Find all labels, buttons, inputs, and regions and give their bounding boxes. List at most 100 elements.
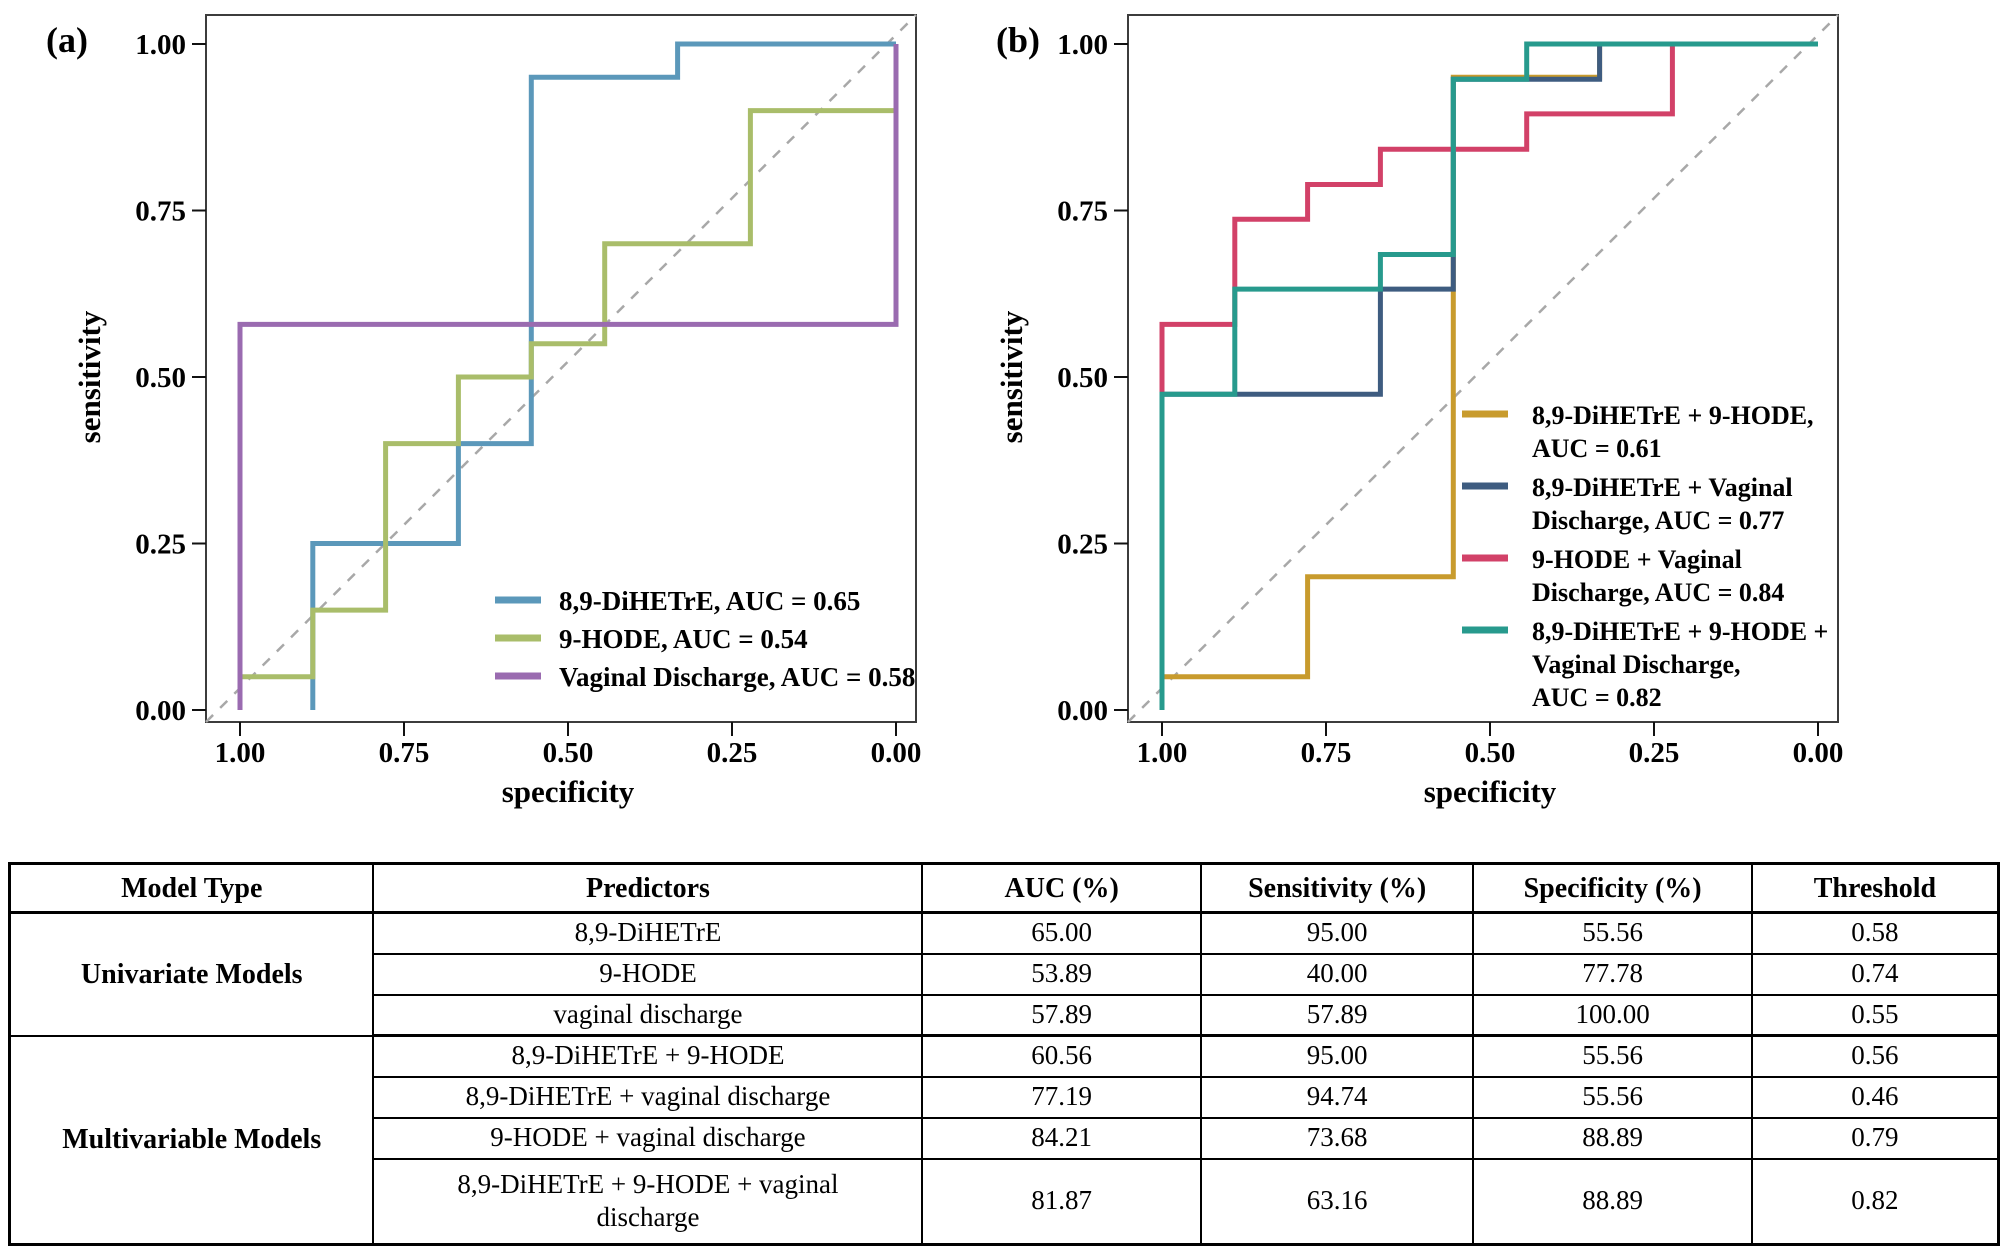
table-row: 8,9-DiHETrE + 9-HODE + vaginal discharge… <box>10 1157 2000 1246</box>
specificity-cell: 55.56 <box>1472 1034 1753 1078</box>
predictor-cell: 8,9-DiHETrE + 9-HODE + vaginal discharge <box>372 1157 924 1246</box>
x-axis-title: specificity <box>502 774 635 809</box>
threshold-cell: 0.79 <box>1750 1116 2000 1160</box>
x-tick-label: 1.00 <box>1137 737 1188 769</box>
legend-label: 8,9-DiHETrE + 9-HODE, <box>1532 401 1814 430</box>
x-axis-title: specificity <box>1424 774 1557 809</box>
sensitivity-cell: 73.68 <box>1199 1116 1475 1160</box>
roc-panel-a: 1.00 0.75 0.50 0.25 0.00 0.00 0.25 0.50 0.75 1.00… <box>46 14 922 809</box>
legend-label: AUC = 0.61 <box>1532 434 1662 463</box>
chance-diagonal <box>205 14 917 723</box>
auc-cell: 65.00 <box>921 911 1202 955</box>
legend-label: Vaginal Discharge, AUC = 0.58 <box>559 662 915 692</box>
roc-curve-9-hode <box>237 44 899 710</box>
table-header-cell: Sensitivity (%) <box>1199 862 1475 914</box>
y-tick-label: 0.25 <box>135 529 186 561</box>
threshold-cell: 0.55 <box>1750 993 2000 1037</box>
model-type-cell: Multivariable Models <box>8 1034 375 1246</box>
y-axis-title: sensitivity <box>72 310 107 443</box>
y-tick-label: 0.00 <box>135 695 186 727</box>
legend-label: Discharge, AUC = 0.84 <box>1532 578 1784 607</box>
specificity-cell: 100.00 <box>1472 993 1753 1037</box>
auc-cell: 77.19 <box>921 1075 1202 1119</box>
predictor-cell: 8,9-DiHETrE <box>372 911 924 955</box>
threshold-cell: 0.56 <box>1750 1034 2000 1078</box>
specificity-cell: 55.56 <box>1472 911 1753 955</box>
y-tick-label: 1.00 <box>1057 29 1108 61</box>
legend-label: Vaginal Discharge, <box>1532 650 1741 679</box>
table-body: Univariate Models 8,9-DiHETrE 65.00 95.00 55… <box>8 911 2000 1246</box>
auc-cell: 53.89 <box>921 952 1202 996</box>
panel-label: (a) <box>46 20 88 60</box>
table-row: Univariate Models 8,9-DiHETrE 65.00 95.00 55… <box>8 911 2000 1037</box>
table-header-cell: Specificity (%) <box>1472 862 1753 914</box>
roc-panels-figure: 1.00 0.75 0.50 0.25 0.00 0.00 0.25 0.50 0.75 1.00… <box>46 14 1844 809</box>
roc-panel-b: 1.00 0.75 0.50 0.25 0.00 0.00 0.25 0.50 0.75 1.00… <box>994 14 1844 809</box>
model-type-cell: Univariate Models <box>8 911 375 1037</box>
roc-curve-vaginal-discharge <box>237 44 899 710</box>
y-tick-label: 0.50 <box>135 362 186 394</box>
y-tick-label: 0.00 <box>1057 695 1108 727</box>
sensitivity-cell: 40.00 <box>1199 952 1475 996</box>
legend-label: 8,9-DiHETrE + Vaginal <box>1532 473 1793 502</box>
x-tick-label: 0.75 <box>1301 737 1352 769</box>
y-tick-label: 1.00 <box>135 29 186 61</box>
x-tick-label: 0.50 <box>543 737 594 769</box>
table-row: Multivariable Models 8,9-DiHETrE + 9-HODE… <box>8 1034 2000 1246</box>
specificity-cell: 88.89 <box>1472 1116 1753 1160</box>
table-row: 9-HODE + vaginal discharge 84.21 73.68 88.8… <box>10 1116 2000 1160</box>
predictor-cell: 9-HODE <box>372 952 924 996</box>
y-tick-label: 0.75 <box>1057 196 1108 228</box>
legend-label: Discharge, AUC = 0.77 <box>1532 506 1784 535</box>
predictor-text: 8,9-DiHETrE + 9-HODE + vaginal discharge <box>457 1168 839 1233</box>
x-tick-label: 0.00 <box>1793 737 1844 769</box>
predictor-cell: 8,9-DiHETrE + 9-HODE <box>372 1034 924 1078</box>
x-tick-label: 0.75 <box>379 737 430 769</box>
roc-curve-8-9-dihetre <box>310 41 896 710</box>
legend-label: 8,9-DiHETrE + 9-HODE + <box>1532 617 1828 646</box>
table-header-cell: Model Type <box>8 862 375 914</box>
table-head: Model Type Predictors AUC (%) Sensitivity (… <box>8 862 2000 914</box>
sensitivity-cell: 57.89 <box>1199 993 1475 1037</box>
auc-cell: 81.87 <box>921 1157 1202 1246</box>
x-tick-label: 0.00 <box>871 737 922 769</box>
sensitivity-cell: 94.74 <box>1199 1075 1475 1119</box>
threshold-cell: 0.46 <box>1750 1075 2000 1119</box>
auc-cell: 57.89 <box>921 993 1202 1037</box>
auc-cell: 60.56 <box>921 1034 1202 1078</box>
sensitivity-cell: 95.00 <box>1199 1034 1475 1078</box>
specificity-cell: 88.89 <box>1472 1157 1753 1246</box>
specificity-cell: 77.78 <box>1472 952 1753 996</box>
y-tick-label: 0.75 <box>135 196 186 228</box>
legend-label: 9-HODE, AUC = 0.54 <box>559 624 808 654</box>
model-results-table: Model Type Predictors AUC (%) Sensitivity (… <box>8 862 2000 1246</box>
roc-curve-8-9-dihetre-9-hode-vaginal-discharge <box>1159 41 1818 710</box>
legend: 8,9-DiHETrE + 9-HODE, AUC = 0.61 8,9-DiHET… <box>1462 401 1828 712</box>
roc-panels-svg: 1.00 0.75 0.50 0.25 0.00 0.00 0.25 0.50 0.75 1.00… <box>46 14 1844 809</box>
auc-cell: 84.21 <box>921 1116 1202 1160</box>
x-tick-label: 0.50 <box>1465 737 1516 769</box>
x-tick-label: 0.25 <box>707 737 758 769</box>
legend: 8,9-DiHETrE, AUC = 0.65 9-HODE, AUC = 0.5… <box>495 586 915 692</box>
y-tick-label: 0.25 <box>1057 529 1108 561</box>
table-row: vaginal discharge 57.89 57.89 100.00 0.55 <box>10 993 2000 1037</box>
y-tick-label: 0.50 <box>1057 362 1108 394</box>
predictor-cell: 9-HODE + vaginal discharge <box>372 1116 924 1160</box>
specificity-cell: 55.56 <box>1472 1075 1753 1119</box>
table-header-cell: Predictors <box>372 862 924 914</box>
table-row: 9-HODE 53.89 40.00 77.78 0.74 <box>10 952 2000 996</box>
x-tick-label: 0.25 <box>1629 737 1680 769</box>
legend-label: 8,9-DiHETrE, AUC = 0.65 <box>559 586 860 616</box>
chance-diagonal <box>1127 14 1839 723</box>
threshold-cell: 0.58 <box>1750 911 2000 955</box>
threshold-cell: 0.74 <box>1750 952 2000 996</box>
table-row: 8,9-DiHETrE + vaginal discharge 77.19 94.7… <box>10 1075 2000 1119</box>
y-axis-title: sensitivity <box>994 310 1029 443</box>
x-tick-label: 1.00 <box>215 737 266 769</box>
sensitivity-cell: 95.00 <box>1199 911 1475 955</box>
panel-label: (b) <box>996 20 1040 60</box>
legend-label: 9-HODE + Vaginal <box>1532 545 1742 574</box>
sensitivity-cell: 63.16 <box>1199 1157 1475 1246</box>
legend-label: AUC = 0.82 <box>1532 683 1662 712</box>
table-header-row: Model Type Predictors AUC (%) Sensitivity (… <box>8 862 2000 914</box>
